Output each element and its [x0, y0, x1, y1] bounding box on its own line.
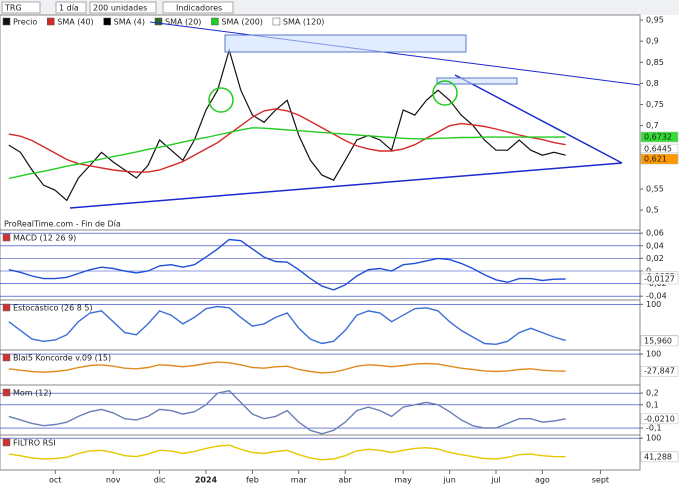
- price-tag-label: 15,960: [644, 336, 672, 345]
- x-tick-label: mar: [291, 476, 308, 485]
- series-line: [8, 444, 566, 461]
- series-line: [8, 127, 566, 180]
- panel-icon: [2, 388, 11, 397]
- legend-entry: SMA (40): [57, 18, 93, 27]
- indicators: Indicadores: [176, 4, 222, 13]
- period-box[interactable]: [55, 1, 87, 14]
- series-line: [8, 390, 566, 435]
- y-tick-label: 0,55: [646, 185, 664, 194]
- price-tag-label: 0,621: [644, 155, 667, 164]
- legend-entry: SMA (120): [283, 18, 325, 27]
- y-tick-label: 100: [646, 300, 661, 309]
- series-line: [8, 305, 566, 346]
- panel-title: Estocástico (26 8 5): [13, 304, 93, 313]
- y-tick-label: 0,06: [646, 229, 664, 238]
- panel-icon: [2, 438, 11, 447]
- zone: [436, 77, 518, 85]
- drawings: [69, 21, 641, 209]
- price-tag: [640, 335, 679, 347]
- legend-swatch: [2, 17, 11, 26]
- trendline: [454, 74, 623, 164]
- y-tick-label: 0,1: [646, 400, 659, 409]
- series-line: [8, 108, 566, 173]
- zone: [224, 34, 467, 53]
- y-tick-label: 0,95: [646, 16, 664, 25]
- price-tag-label: -0,0127: [644, 275, 675, 284]
- y-tick-label: 0,8: [646, 79, 659, 88]
- trendline: [149, 21, 641, 86]
- plots: 0,95 0,9 0,85 0,8 0,75 0,7 0,55 0,5 0,6732 0,6445…: [0, 14, 679, 485]
- x-tick-label: jun: [442, 476, 455, 485]
- panel-title: MACD (12 26 9): [13, 234, 76, 243]
- legend-entry: SMA (200): [221, 18, 263, 27]
- price-tag: [640, 131, 679, 143]
- x-tick-label: abr: [339, 476, 353, 485]
- panel-title: Mom (12): [13, 389, 52, 398]
- legend-swatch: [272, 17, 281, 26]
- price-tag: [640, 153, 679, 165]
- circle-mark: [432, 80, 458, 106]
- x-tick-label: ago: [535, 476, 550, 485]
- panel-title: Blai5 Koncorde v.09 (15): [13, 354, 111, 363]
- series-line: [8, 361, 566, 374]
- units-box[interactable]: [89, 1, 157, 14]
- watermark: ProRealTime.com - Fin de Día: [4, 220, 121, 229]
- series-line: [8, 238, 566, 291]
- indicators-box[interactable]: [162, 1, 234, 14]
- y-tick-label: 0,02: [646, 254, 664, 263]
- circle-mark: [208, 87, 234, 113]
- y-tick-label: 0: [646, 266, 651, 275]
- y-tick-label: -0,04: [646, 292, 667, 301]
- panel-title: FILTRO RSI: [13, 439, 56, 448]
- y-tick-label: 0,85: [646, 58, 664, 67]
- y-tick-label: 100: [646, 350, 661, 359]
- legend-swatch: [103, 17, 111, 26]
- x-tick-label: may: [394, 476, 412, 485]
- x-tick-label: nov: [106, 476, 121, 485]
- price-tag: [640, 273, 679, 285]
- y-tick-label: 0,2: [646, 389, 659, 398]
- y-tick-label: 0,5: [646, 206, 659, 215]
- y-tick-label: 100: [646, 434, 661, 443]
- price-tag: [640, 451, 679, 463]
- x-tick-label: jul: [490, 476, 501, 485]
- price-tag-label: -27,847: [644, 367, 675, 376]
- legend-swatch: [211, 17, 219, 26]
- legend-swatch: [46, 17, 55, 26]
- panel-icon: [2, 353, 11, 362]
- y-tick-label: 0,9: [646, 37, 659, 46]
- y-tick-label: 0,7: [646, 121, 659, 130]
- price-tag-label: 0,6445: [644, 145, 672, 154]
- panel-icon: [2, 233, 11, 242]
- symbol-box[interactable]: [1, 1, 41, 14]
- price-tag-label: 41,288: [644, 452, 672, 461]
- legend-entry: SMA (4): [114, 18, 145, 27]
- y-tick-label: 0,04: [646, 241, 664, 250]
- panel-icon: [2, 303, 11, 312]
- x-tick-label: sept: [592, 476, 609, 485]
- x-tick-label: oct: [49, 476, 61, 485]
- period: 1 día: [59, 4, 79, 13]
- price-tag-label: 0,6732: [644, 132, 672, 141]
- x-tick-label: 2024: [195, 476, 218, 485]
- price-tag-label: -0,0210: [644, 414, 675, 423]
- price-tag: [640, 365, 679, 377]
- y-tick-label: 0,75: [646, 100, 664, 109]
- symbol: TRG: [4, 4, 22, 13]
- legend-entry: Precio: [13, 18, 37, 27]
- x-tick-label: feb: [246, 476, 259, 485]
- units: 200 unidades: [93, 4, 147, 13]
- trendline: [69, 162, 623, 209]
- y-tick-label: -0,1: [646, 424, 662, 433]
- legend-swatch: [154, 17, 163, 26]
- legend-entry: SMA (20): [165, 18, 201, 27]
- x-tick-label: dic: [154, 476, 166, 485]
- price-tag: [640, 413, 679, 425]
